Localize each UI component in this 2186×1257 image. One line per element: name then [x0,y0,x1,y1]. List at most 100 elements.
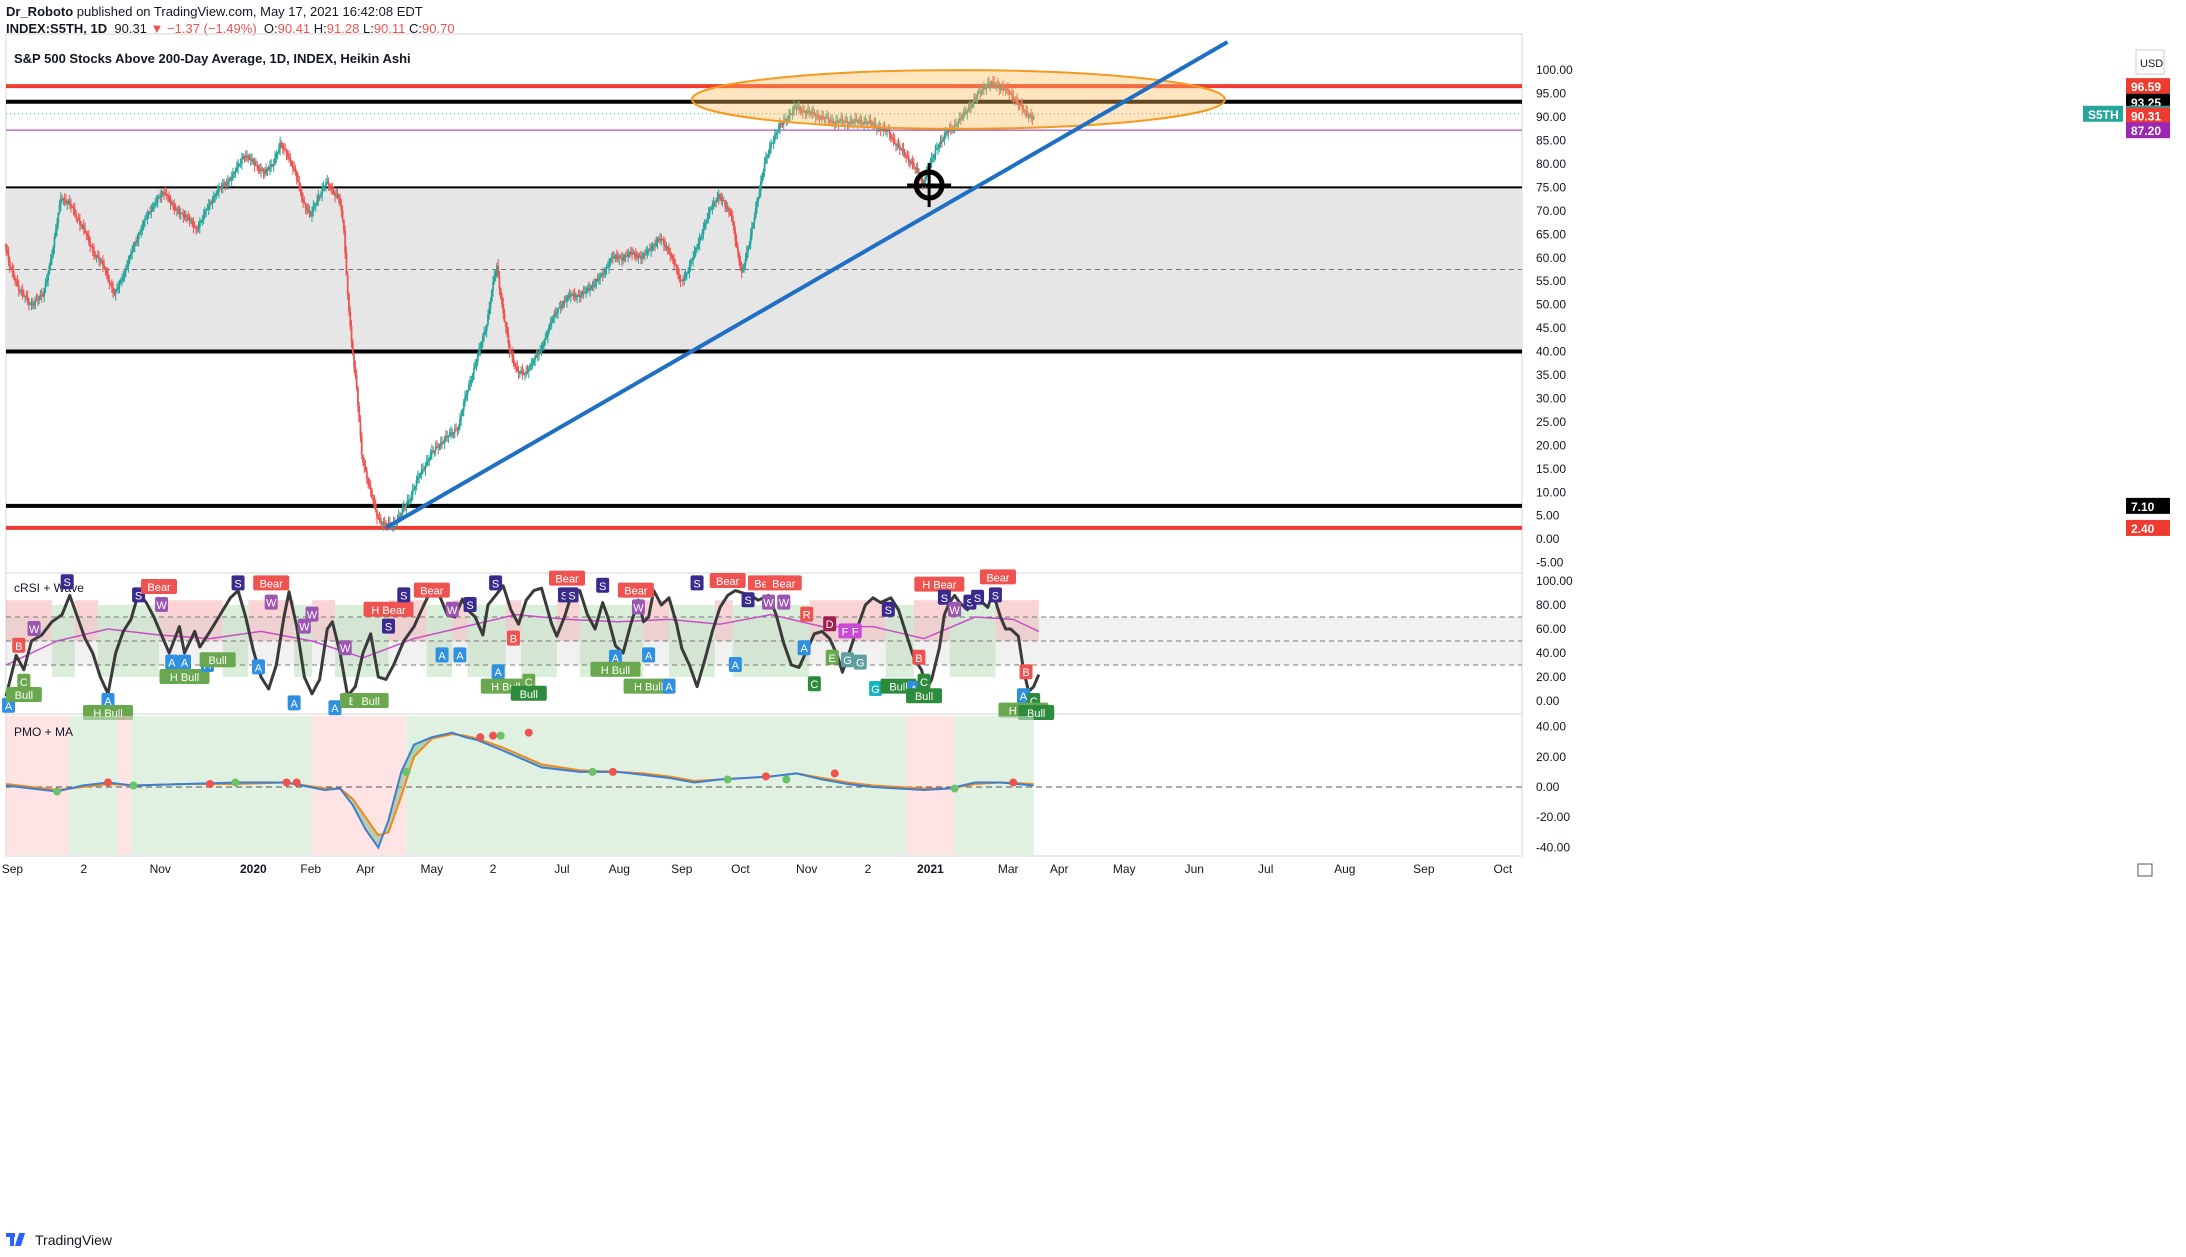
candle-body [934,149,937,155]
candle-body [436,446,438,448]
candle-body [623,255,626,259]
candle-body [659,239,661,241]
candle-body [383,522,386,524]
candle-body [113,292,116,295]
price-axis-label [2126,122,2170,139]
pmo-cross-dot [1009,778,1018,787]
candle-body [552,316,554,322]
candle-body [80,224,83,226]
candle-body [1005,88,1008,90]
candle-body [460,415,463,420]
candle-body [512,356,515,363]
candle-body [1000,86,1003,88]
candle-body [657,238,660,240]
candle-body [858,121,860,123]
x-tick-label: Oct [1494,862,1513,876]
candle-body [281,145,284,149]
candle-body [831,120,834,122]
signal-badge-text: C [810,679,818,691]
candle-body [337,194,340,198]
candle-body [68,201,71,205]
candle-body [896,144,899,146]
signal-badge-text: H Bull [634,682,663,694]
candle-body [466,390,469,395]
pmo-cross-dot [489,731,498,740]
candle-body [7,253,10,261]
candle-body [559,306,562,308]
candle-body [82,225,85,229]
candle-body [277,148,280,153]
author-name[interactable]: Dr_Roboto [6,4,74,19]
candle-body [710,208,712,210]
candle-body [534,356,537,360]
close-label: C: [409,21,423,36]
x-tick-label: 2 [865,862,872,876]
candle-body [554,313,557,315]
candle-body [776,132,779,134]
candle-body [903,152,906,157]
candle-body [480,342,483,348]
candle-body [5,243,7,250]
candle-body [998,86,1001,90]
candle-body [851,121,854,124]
signal-badge-text: A [456,650,464,662]
candle-body [793,106,795,112]
signal-badge-text: S [599,581,606,593]
candle-body [418,476,421,478]
candle-body [632,252,635,254]
candle-body [328,184,331,189]
candle-body [325,182,327,186]
signal-badge [489,575,503,591]
candle-body [437,446,440,448]
signal-badge [596,577,610,593]
candle-body [135,242,137,244]
x-tick-label: Jun [1185,862,1204,876]
candle-body [279,142,282,149]
candle-body [345,252,348,275]
candle-body [294,168,297,172]
tradingview-logo[interactable]: TradingView [6,1232,112,1248]
candle-body [179,212,182,215]
candle-body [708,209,711,214]
candle-body [563,301,566,303]
high-label: H: [313,21,327,36]
candle-body [740,267,743,272]
candle-body [167,194,169,197]
signal-badge-text: H Bear [922,580,957,592]
candle-body [150,210,153,212]
signal-badge [522,673,536,689]
price-axis-label-text: 96.59 [2131,80,2161,94]
candle-body [587,287,590,290]
candle-body [545,336,548,338]
signal-badge-text: Bear [986,572,1010,584]
pmo-cross-dot [104,778,113,787]
candle-body [226,181,229,185]
candle-body [504,322,507,328]
candle-body [803,110,806,112]
signal-badge-text: B [915,653,922,665]
crsi-y-tick: 40.00 [1536,646,1566,660]
signal-badge [917,673,931,689]
y-tick-label: 80.00 [1536,157,1566,171]
pmo-cross-dot [402,767,411,776]
candle-body [59,198,62,205]
candle-body [706,218,709,222]
signal-badge-text: R [803,610,811,622]
candle-body [353,355,355,367]
signal-badge-text: W [29,624,40,636]
candle-body [909,160,911,164]
candle-body [511,352,514,357]
publish-text: published on TradingView.com, May 17, 20… [76,4,423,19]
candle-body [487,314,489,325]
signal-badge-text: G [871,684,880,696]
candle-body [158,196,160,198]
candle-body [181,212,183,214]
candle-body [358,405,361,422]
candle-body [444,436,447,439]
candle-body [739,260,742,268]
settings-icon [2137,863,2153,877]
signal-badge [397,587,411,603]
signal-badge-text: S [941,593,948,605]
candle-body [527,369,530,372]
